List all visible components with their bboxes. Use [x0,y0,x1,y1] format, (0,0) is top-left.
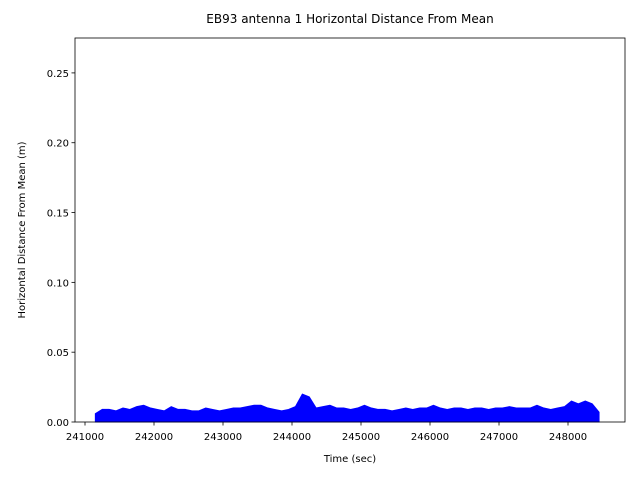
x-tick-label: 243000 [204,432,242,443]
y-tick-label: 0.25 [47,69,69,80]
x-tick-label: 246000 [411,432,449,443]
x-tick-label: 248000 [549,432,587,443]
chart-title: EB93 antenna 1 Horizontal Distance From … [206,12,493,26]
x-tick-label: 244000 [273,432,311,443]
x-tick-label: 247000 [480,432,518,443]
plot-frame [74,37,626,423]
y-tick-label: 0.05 [47,348,69,359]
y-tick-label: 0.10 [47,278,69,289]
y-axis-label: Horizontal Distance From Mean (m) [17,141,28,318]
y-tick-label: 0.15 [47,209,69,220]
data-area [94,393,600,423]
x-tick-label: 241000 [66,432,104,443]
y-tick-label: 0.00 [47,418,69,429]
x-tick-label: 245000 [342,432,380,443]
x-axis-label: Time (sec) [323,454,376,465]
y-tick-label: 0.20 [47,139,69,150]
x-tick-label: 242000 [135,432,173,443]
